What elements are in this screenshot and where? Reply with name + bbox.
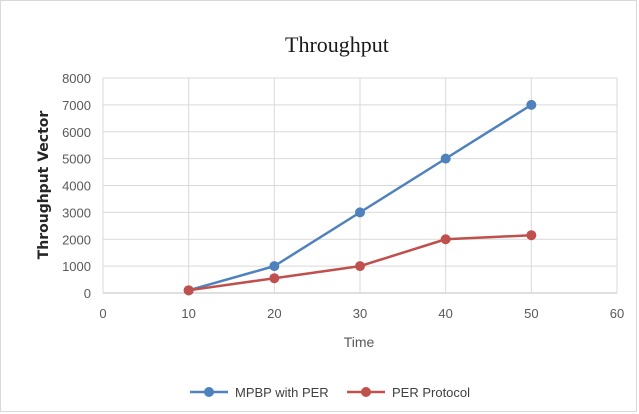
y-tick-label: 3000 <box>62 205 91 220</box>
x-tick-labels: 0 10 20 30 40 50 60 <box>99 306 624 321</box>
y-tick-label: 2000 <box>62 232 91 247</box>
y-tick-label: 6000 <box>62 125 91 140</box>
x-tick-label: 50 <box>524 306 538 321</box>
data-point <box>269 273 280 284</box>
x-tick-label: 20 <box>267 306 281 321</box>
data-point <box>355 261 365 272</box>
y-tick-labels: 0 1000 2000 3000 4000 5000 6000 7000 8000 <box>62 71 91 301</box>
x-axis-label: Time <box>344 334 375 350</box>
y-tick-label: 0 <box>84 286 91 301</box>
x-tick-label: 0 <box>99 306 106 321</box>
chart-title: Throughput <box>285 32 389 57</box>
y-tick-label: 7000 <box>62 98 91 113</box>
data-point <box>355 207 365 218</box>
x-tick-label: 30 <box>353 306 367 321</box>
y-tick-label: 8000 <box>62 71 91 86</box>
legend-marker <box>204 387 214 397</box>
y-axis-label: Throughput Vector <box>36 111 52 260</box>
y-tick-label: 1000 <box>62 259 91 274</box>
data-point <box>526 99 537 110</box>
legend-label: PER Protocol <box>392 385 470 400</box>
data-point <box>526 230 537 241</box>
legend: MPBP with PER PER Protocol <box>190 385 470 400</box>
data-point <box>440 153 451 164</box>
y-tick-label: 5000 <box>62 152 91 167</box>
legend-marker <box>361 387 371 397</box>
data-point <box>269 261 280 272</box>
data-point <box>183 285 194 296</box>
x-tick-label: 10 <box>181 306 195 321</box>
series-lines <box>183 99 537 296</box>
gridlines <box>102 77 618 294</box>
data-point <box>440 234 451 245</box>
legend-label: MPBP with PER <box>235 385 329 400</box>
x-tick-label: 40 <box>438 306 452 321</box>
x-tick-label: 60 <box>610 306 624 321</box>
y-tick-label: 4000 <box>62 179 91 194</box>
